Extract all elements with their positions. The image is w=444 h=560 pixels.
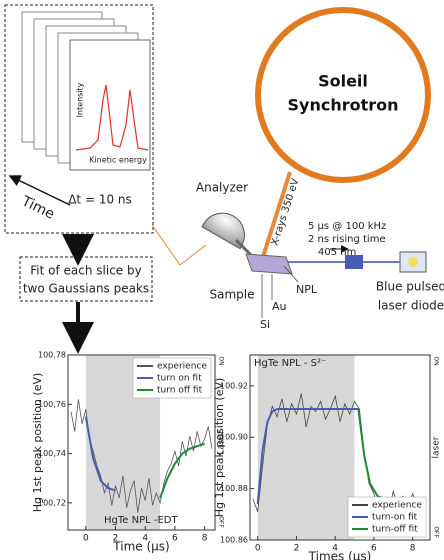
y-tick-label: 100,74 (38, 449, 66, 458)
laser-off-label: OFF (218, 516, 225, 528)
series-line (357, 408, 423, 503)
y-axis-label: Hg 1st peak position (eV) (31, 373, 44, 513)
si-label: Si (260, 318, 270, 331)
series-line (84, 416, 116, 492)
sample-label: Sample (210, 288, 255, 302)
x-axis-label: Time (µs) (112, 540, 169, 554)
x-tick-label: 2 (294, 544, 300, 554)
y-tick-label: 100.90 (220, 433, 248, 442)
laser-on-region (257, 355, 355, 540)
y-tick-label: 100,76 (38, 400, 66, 409)
plot-frame (249, 354, 431, 541)
legend-label: turn-off fit (372, 525, 418, 535)
laser-name: Blue pulsed (376, 280, 444, 294)
analyzer-nozzle (234, 238, 254, 258)
fit-box (19, 256, 153, 302)
annotation: HgTe NPL -EDT (104, 515, 178, 526)
x-tick-label: 8 (202, 534, 208, 544)
kinetic-label: Kinetic energy (89, 156, 147, 165)
laser-rise: 2 ns rising time (308, 234, 386, 245)
legend-label: experience (157, 362, 207, 372)
legend-label: experience (372, 501, 422, 511)
laser-pulse (345, 255, 363, 269)
slices-box (4, 4, 154, 234)
y-tick-label: 100.86 (220, 536, 248, 545)
x-tick-label: 4 (142, 534, 148, 544)
x-tick-label: 2 (113, 534, 119, 544)
series-line (159, 442, 205, 499)
plot-frame (67, 354, 216, 531)
laser-off-label: OFF (433, 526, 440, 538)
analyzer (201, 212, 245, 250)
fit-text: Fit of each slice by (30, 264, 141, 278)
legend-label: turn off fit (157, 386, 203, 396)
time-label: Time (18, 193, 57, 223)
laser-name: laser diode (378, 299, 444, 313)
laser-wavelength: 405 nm (318, 247, 356, 258)
slices (21, 11, 151, 171)
sample (245, 253, 293, 275)
laser-rep: 5 µs @ 100 kHz (308, 221, 386, 232)
x-tick-label: 6 (172, 534, 178, 544)
connector (151, 224, 207, 266)
fit-text: two Gaussians peaks (23, 282, 149, 296)
annotation: HgTe NPL - S²⁻ (254, 358, 326, 369)
laser-on-label: ON (433, 356, 440, 365)
laser-diode-lamp (408, 257, 418, 267)
time-arrow (8, 175, 71, 206)
x-tick-label: 4 (332, 544, 338, 554)
x-axis-label: Times (µs) (308, 550, 372, 560)
legend-label: turn-on fit (372, 513, 418, 523)
au-label: Au (272, 300, 287, 313)
y-axis-label: Hg 1st peak position (eV) (213, 378, 226, 518)
x-tick-label: 0 (83, 534, 89, 544)
x-tick-label: 8 (410, 544, 416, 554)
leader (283, 265, 299, 283)
y-tick-label: 100,78 (38, 351, 66, 360)
xray-beam (260, 171, 292, 261)
dt-label: Δt = 10 ns (68, 193, 132, 207)
laser-on-label: ON (218, 356, 225, 365)
synchrotron-label: Synchrotron (287, 96, 398, 115)
series-line (256, 408, 359, 505)
series-line (70, 399, 213, 513)
y-tick-label: 100.92 (220, 381, 248, 390)
legend-label: turn on fit (157, 374, 202, 384)
synchrotron-label: Soleil (318, 72, 368, 91)
synchrotron-ring (255, 7, 431, 183)
y-tick-label: 100.88 (220, 484, 248, 493)
laser-axis-label: laser (432, 436, 442, 458)
x-tick-label: 6 (371, 544, 377, 554)
y-tick-label: 100,72 (38, 498, 66, 507)
npl-label: NPL (296, 283, 318, 296)
analyzer-label: Analyzer (196, 181, 248, 195)
laser-axis-label: Laser (217, 430, 227, 455)
intensity-label: Intensity (76, 82, 85, 117)
x-tick-label: 0 (255, 544, 261, 554)
